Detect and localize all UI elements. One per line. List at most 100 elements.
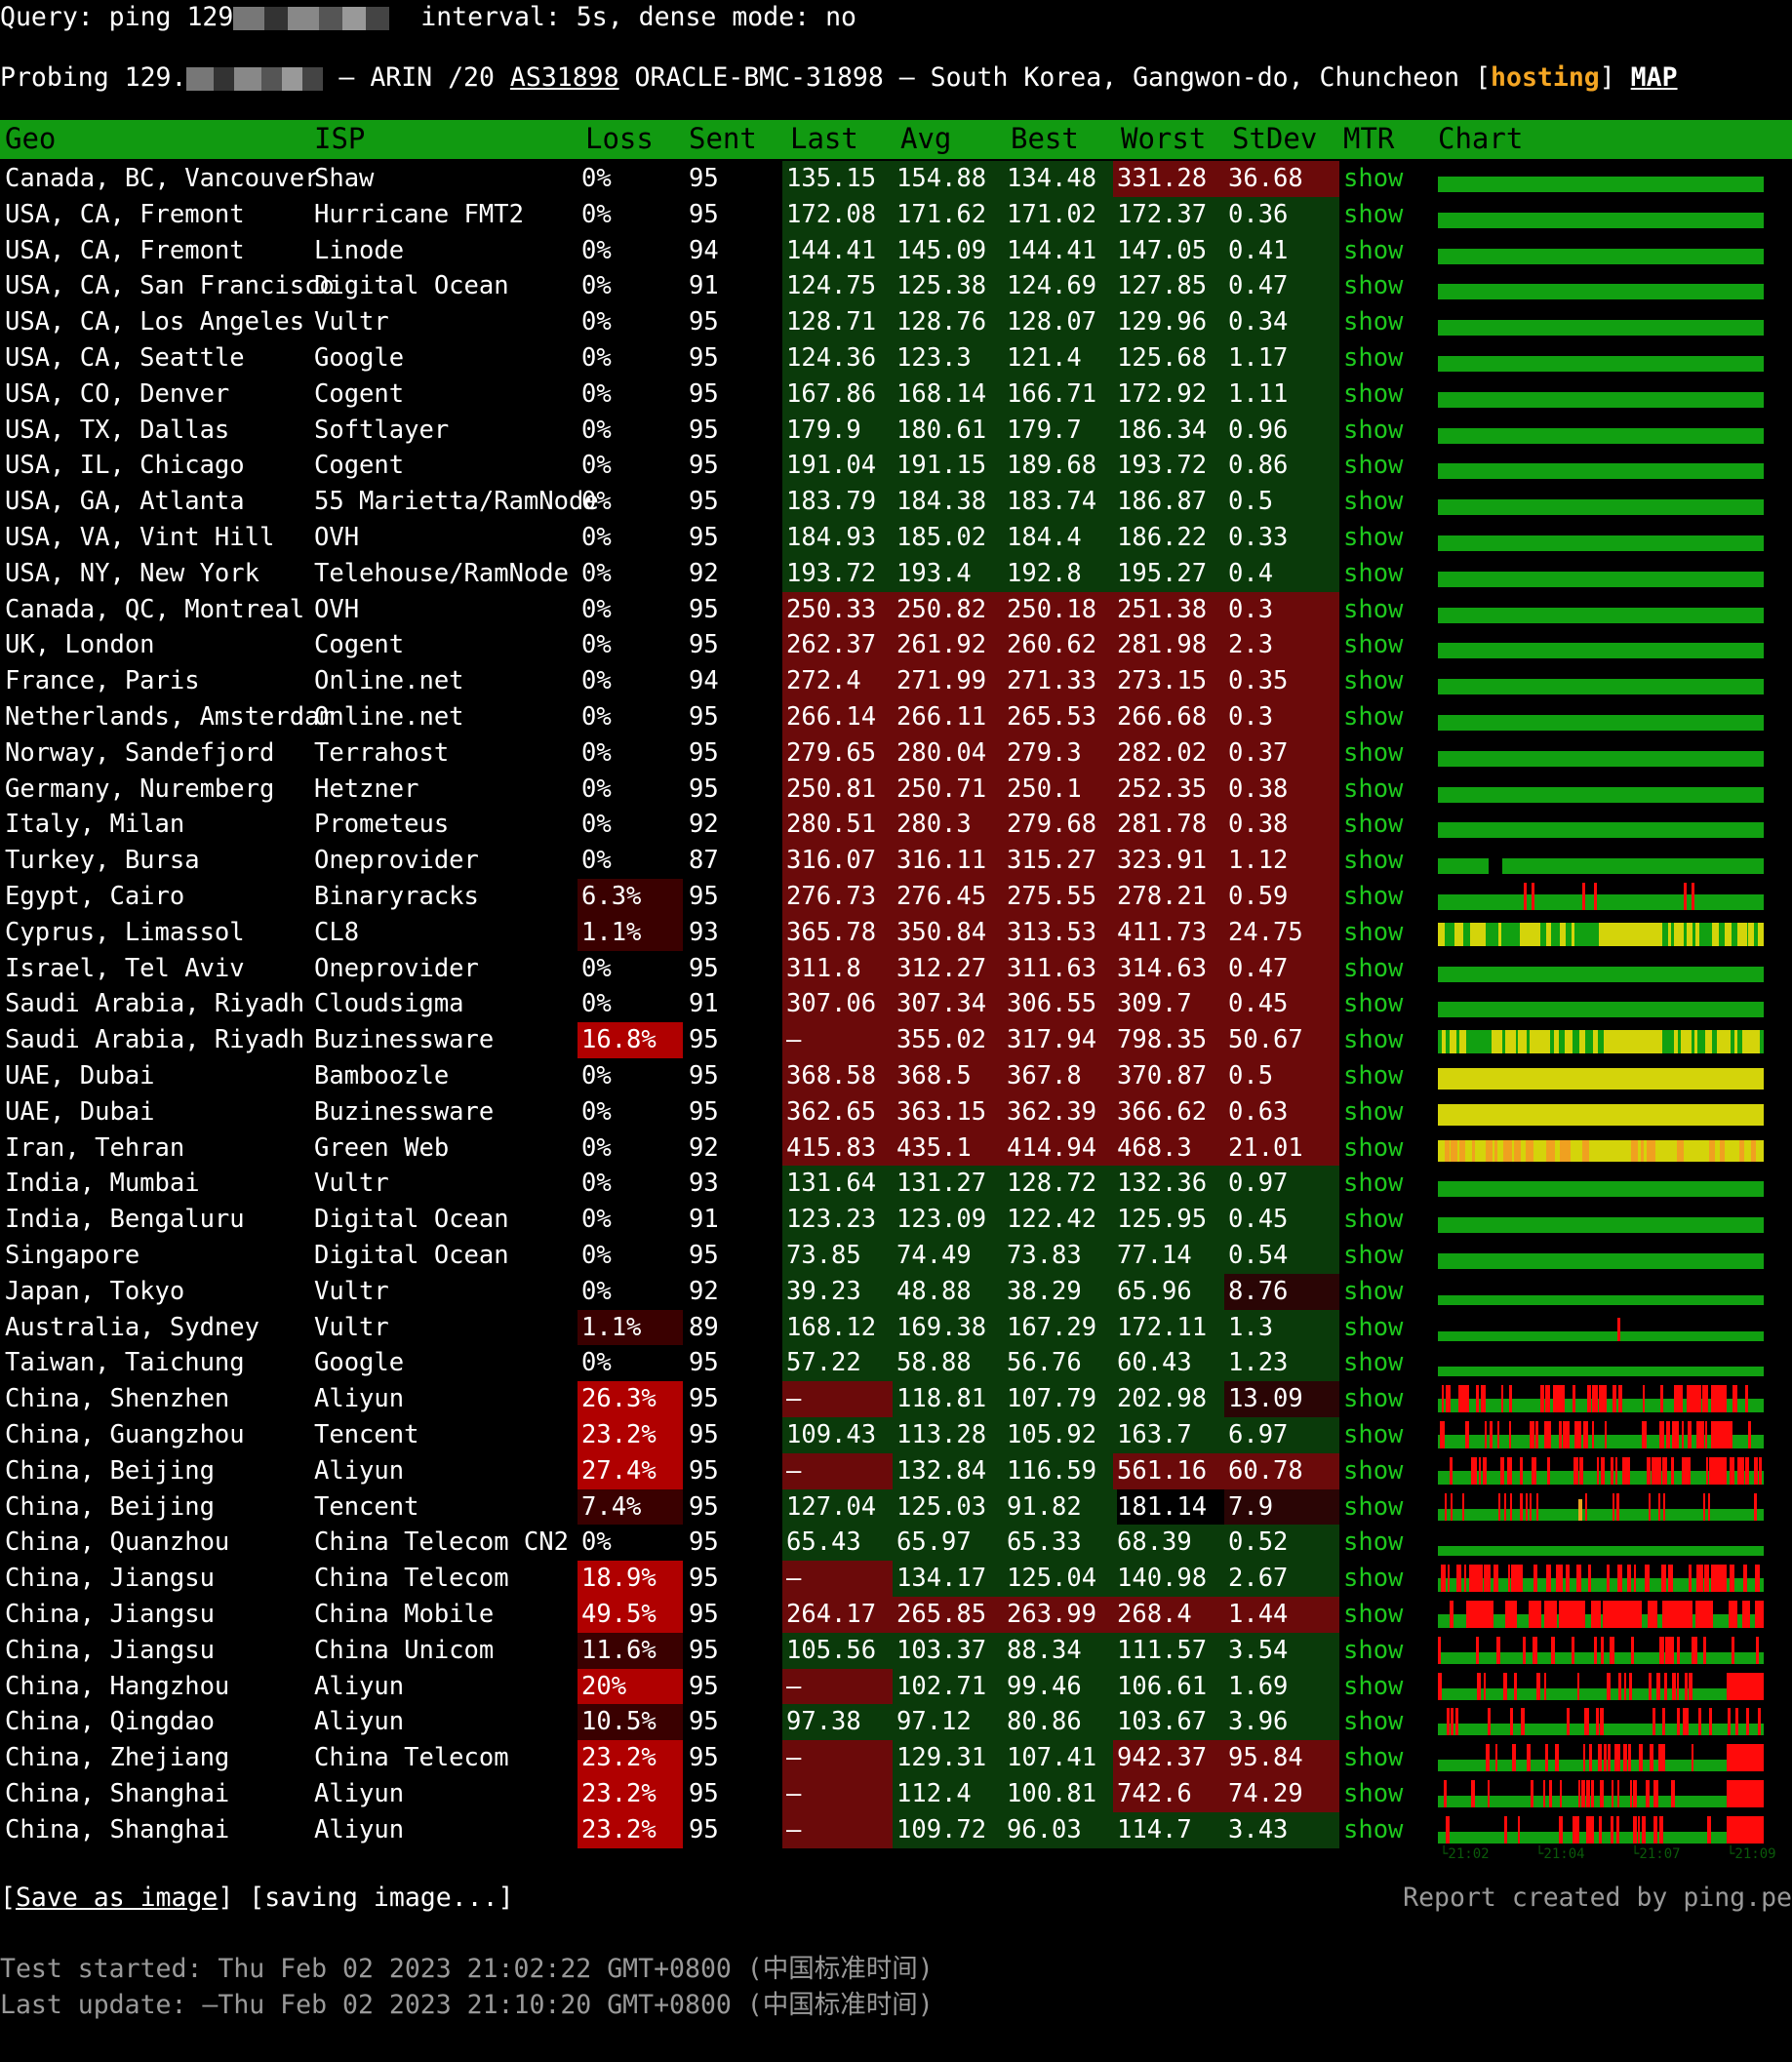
- cell-worst: 186.87: [1113, 484, 1228, 520]
- cell-avg: 145.09: [893, 232, 1007, 269]
- mtr-show-link[interactable]: show: [1343, 1276, 1404, 1306]
- mtr-show-link[interactable]: show: [1343, 1312, 1404, 1342]
- cell-isp: Aliyun: [314, 1455, 405, 1486]
- mtr-show-link[interactable]: show: [1343, 773, 1404, 804]
- cell-stdev: 0.97: [1224, 1166, 1339, 1203]
- mtr-show-link[interactable]: show: [1343, 594, 1404, 624]
- cell-avg: 123.09: [893, 1202, 1007, 1238]
- cell-isp: Vultr: [314, 1312, 389, 1342]
- mtr-show-link[interactable]: show: [1343, 235, 1404, 265]
- mtr-show-link[interactable]: show: [1343, 1671, 1404, 1701]
- cell-stdev: 1.11: [1224, 376, 1339, 413]
- mtr-show-link[interactable]: show: [1343, 164, 1404, 193]
- cell-best: 306.55: [1003, 986, 1117, 1023]
- mtr-show-link[interactable]: show: [1343, 1384, 1404, 1414]
- mtr-show-link[interactable]: show: [1343, 1169, 1404, 1199]
- cell-isp: Cogent: [314, 378, 405, 409]
- mtr-show-link[interactable]: show: [1343, 846, 1404, 876]
- mtr-show-link[interactable]: show: [1343, 307, 1404, 337]
- cell-isp: Google: [314, 1348, 405, 1378]
- cell-worst: 281.78: [1113, 807, 1228, 844]
- latency-sparkline: [1438, 1672, 1764, 1700]
- cell-isp: Shaw: [314, 164, 375, 193]
- cell-best: 96.03: [1003, 1811, 1117, 1848]
- mtr-show-link[interactable]: show: [1343, 378, 1404, 409]
- mtr-show-link[interactable]: show: [1343, 451, 1404, 481]
- cell-worst: 181.14: [1117, 1491, 1208, 1522]
- map-link[interactable]: MAP: [1630, 62, 1678, 93]
- mtr-show-link[interactable]: show: [1343, 415, 1404, 445]
- table-row: Canada, QC, Montreal OVH 0% 95 250.33 250.82 2…: [0, 591, 1792, 628]
- cell-loss: 0%: [581, 1276, 612, 1306]
- latency-sparkline: [1438, 786, 1764, 803]
- cell-worst: 252.35: [1113, 771, 1228, 808]
- cell-last: 307.06: [782, 986, 896, 1023]
- cell-geo: India, Bengaluru: [5, 1205, 245, 1235]
- mtr-show-link[interactable]: show: [1343, 523, 1404, 552]
- cell-best: 88.34: [1003, 1632, 1117, 1669]
- mtr-show-link[interactable]: show: [1343, 917, 1404, 947]
- cell-loss: 0%: [581, 343, 612, 373]
- mtr-show-link[interactable]: show: [1343, 953, 1404, 983]
- col-avg: Avg: [900, 122, 952, 155]
- mtr-show-link[interactable]: show: [1343, 810, 1404, 840]
- mtr-show-link[interactable]: show: [1343, 1564, 1404, 1594]
- mtr-show-link[interactable]: show: [1343, 1025, 1404, 1055]
- cell-loss: 7.4%: [577, 1488, 683, 1526]
- mtr-show-link[interactable]: show: [1343, 1096, 1404, 1127]
- mtr-show-link[interactable]: show: [1343, 989, 1404, 1019]
- save-as-image-link[interactable]: Save as image: [15, 1883, 219, 1913]
- cell-stdev: 1.17: [1224, 340, 1339, 377]
- mtr-show-link[interactable]: show: [1343, 1635, 1404, 1665]
- cell-stdev: 0.38: [1224, 771, 1339, 808]
- mtr-show-link[interactable]: show: [1343, 558, 1404, 588]
- cell-last: 127.04: [782, 1488, 896, 1526]
- mtr-show-link[interactable]: show: [1343, 1814, 1404, 1844]
- latency-sparkline: [1438, 1367, 1764, 1377]
- mtr-show-link[interactable]: show: [1343, 702, 1404, 732]
- latency-sparkline: [1438, 1253, 1764, 1269]
- mtr-show-link[interactable]: show: [1343, 666, 1404, 696]
- mtr-show-link[interactable]: show: [1343, 1132, 1404, 1163]
- mtr-show-link[interactable]: show: [1343, 1348, 1404, 1378]
- mtr-show-link[interactable]: show: [1343, 1527, 1404, 1558]
- mtr-show-link[interactable]: show: [1343, 1420, 1404, 1449]
- probe-bracket: ]: [1599, 62, 1631, 93]
- mtr-show-link[interactable]: show: [1343, 630, 1404, 660]
- cell-loss: 0%: [581, 523, 612, 552]
- cell-stdev: 0.47: [1224, 268, 1339, 305]
- mtr-show-link[interactable]: show: [1343, 1491, 1404, 1522]
- mtr-show-link[interactable]: show: [1343, 1743, 1404, 1773]
- cell-worst: 77.14: [1113, 1238, 1228, 1274]
- mtr-show-link[interactable]: show: [1343, 882, 1404, 911]
- mtr-show-link[interactable]: show: [1343, 737, 1404, 768]
- latency-sparkline: [1438, 463, 1764, 480]
- cell-loss: 16.8%: [577, 1022, 683, 1058]
- mtr-show-link[interactable]: show: [1343, 271, 1404, 301]
- col-mtr: MTR: [1343, 122, 1395, 155]
- mtr-show-link[interactable]: show: [1343, 487, 1404, 517]
- cell-best: 192.8: [1003, 555, 1117, 592]
- mtr-show-link[interactable]: show: [1343, 343, 1404, 373]
- cell-sent: 94: [689, 666, 719, 696]
- table-row: China, Hangzhou Aliyun 20% 95 –102.71 99.46 10…: [0, 1668, 1792, 1705]
- cell-isp: Cogent: [314, 630, 405, 660]
- cell-avg: 271.99: [893, 663, 1007, 699]
- mtr-show-link[interactable]: show: [1343, 199, 1404, 229]
- cell-isp: Vultr: [314, 1169, 389, 1199]
- chart-time-label: └21:02: [1440, 1846, 1490, 1862]
- mtr-show-link[interactable]: show: [1343, 1600, 1404, 1629]
- asn-link[interactable]: AS31898: [509, 62, 619, 93]
- cell-stdev: 7.9: [1224, 1488, 1339, 1526]
- mtr-show-link[interactable]: show: [1343, 1779, 1404, 1808]
- table-row: USA, CA, San Francisco Digital Ocean 0% 91 1…: [0, 268, 1792, 305]
- cell-loss: 0%: [581, 415, 612, 445]
- mtr-show-link[interactable]: show: [1343, 1455, 1404, 1486]
- mtr-show-link[interactable]: show: [1343, 1205, 1404, 1235]
- mtr-show-link[interactable]: show: [1343, 1241, 1404, 1270]
- mtr-show-link[interactable]: show: [1343, 1707, 1404, 1737]
- cell-isp: Buzinessware: [314, 1025, 495, 1055]
- mtr-show-link[interactable]: show: [1343, 1061, 1404, 1090]
- cell-best: 80.86: [1003, 1704, 1117, 1741]
- cell-isp: 55 Marietta/RamNode: [314, 487, 599, 517]
